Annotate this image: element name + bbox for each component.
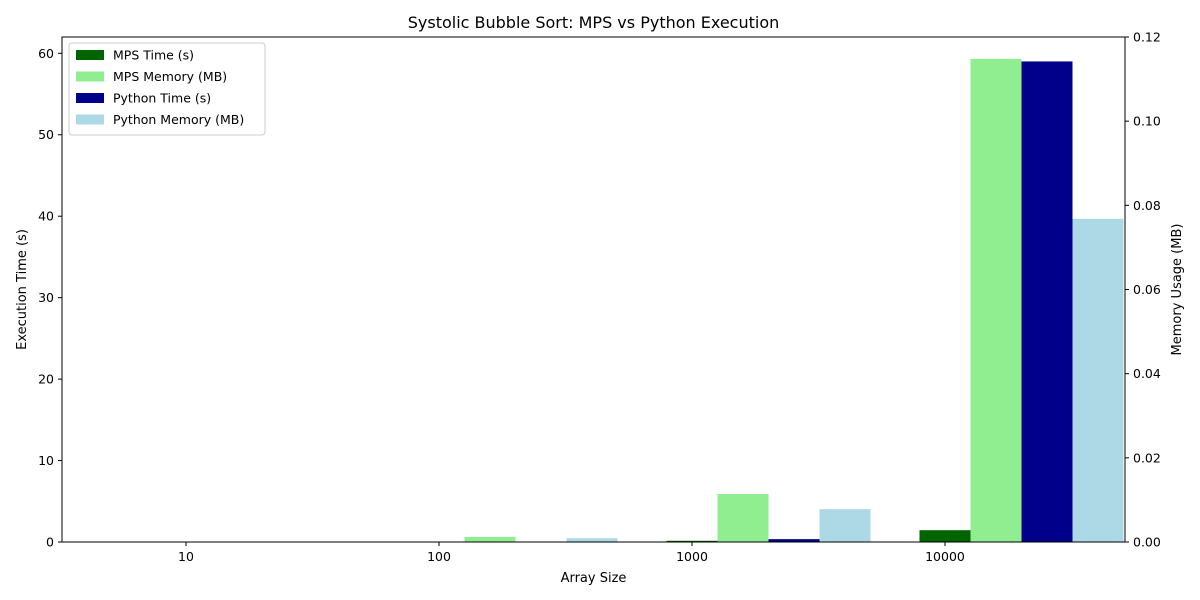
bar-python-time-s-1000 <box>768 539 820 542</box>
bar-mps-memory-mb-1000 <box>717 494 769 542</box>
x-tick-label: 10000 <box>925 549 965 564</box>
y-tick-label-right: 0.00 <box>1133 535 1161 550</box>
bar-python-memory-mb-100 <box>566 538 618 542</box>
y-tick-label-right: 0.06 <box>1133 282 1161 297</box>
legend-box <box>68 42 266 136</box>
legend-label: MPS Time (s) <box>113 48 194 63</box>
bar-mps-time-s-1000 <box>666 540 718 542</box>
y-tick-label-left: 0 <box>46 535 54 550</box>
y-ticks-right: 0.00 0.02 0.04 0.06 0.08 0.10 0.12 <box>1125 30 1161 550</box>
y-axis-label-right: Memory Usage (MB) <box>1170 224 1185 356</box>
x-axis-label: Array Size <box>561 571 627 586</box>
y-tick-label-left: 10 <box>38 453 54 468</box>
bar-mps-memory-mb-10000 <box>970 58 1022 542</box>
chart-title: Systolic Bubble Sort: MPS vs Python Exec… <box>408 13 780 32</box>
y-tick-label-left: 60 <box>38 46 54 61</box>
x-tick-label: 1000 <box>676 549 708 564</box>
y-tick-label-right: 0.12 <box>1133 30 1161 45</box>
y-tick-label-right: 0.10 <box>1133 114 1161 129</box>
y-tick-label-right: 0.04 <box>1133 366 1161 381</box>
y-tick-label-right: 0.08 <box>1133 198 1161 213</box>
legend-label: Python Memory (MB) <box>113 112 244 127</box>
legend: MPS Time (s) MPS Memory (MB) Python Time (… <box>68 42 266 136</box>
bars <box>160 58 1124 543</box>
x-tick-label: 100 <box>427 549 451 564</box>
legend-swatch <box>76 50 104 60</box>
y-tick-label-left: 50 <box>38 127 54 142</box>
x-ticks: 10 100 1000 10000 <box>178 542 965 564</box>
legend-label: Python Time (s) <box>113 91 211 106</box>
y-tick-label-left: 20 <box>38 372 54 387</box>
legend-swatch <box>76 71 104 82</box>
legend-label: MPS Memory (MB) <box>113 69 227 84</box>
y-tick-label-left: 30 <box>38 290 54 305</box>
bar-python-time-s-10000 <box>1021 61 1073 542</box>
bar-python-memory-mb-10000 <box>1072 218 1124 543</box>
x-tick-label: 10 <box>178 549 194 564</box>
y-ticks-left: 0 10 20 30 40 50 60 <box>38 46 62 550</box>
legend-swatch <box>76 93 104 103</box>
bar-python-memory-mb-1000 <box>819 509 871 542</box>
bar-mps-time-s-10000 <box>919 530 971 542</box>
y-axis-label-left: Execution Time (s) <box>15 229 30 350</box>
y-tick-label-left: 40 <box>38 209 54 224</box>
y-tick-label-right: 0.02 <box>1133 450 1161 465</box>
legend-swatch <box>76 114 104 125</box>
bar-mps-memory-mb-100 <box>464 536 516 542</box>
